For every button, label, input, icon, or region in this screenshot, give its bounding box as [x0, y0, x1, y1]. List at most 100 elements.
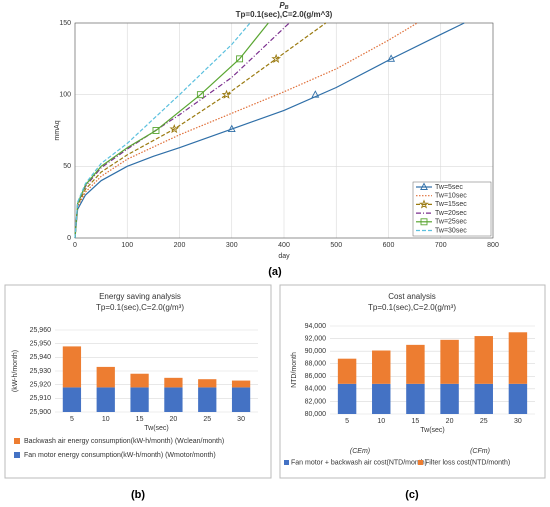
- marker: [221, 89, 232, 99]
- x-tick-label: 25: [480, 418, 488, 425]
- y-tick-label: 0: [67, 235, 71, 242]
- chart-title: P: [279, 1, 285, 10]
- y-tick-label: 82,000: [305, 398, 327, 405]
- y-tick-label: 25,900: [30, 409, 52, 416]
- y-axis-label: (kW-h/month): [12, 350, 19, 392]
- panel-label: (a): [268, 266, 282, 278]
- y-tick-label: 88,000: [305, 361, 327, 368]
- legend-swatch: [284, 460, 289, 465]
- legend-box: [412, 181, 492, 237]
- y-tick-label: 84,000: [305, 386, 327, 393]
- marker: [227, 124, 236, 133]
- x-axis-label: day: [278, 253, 290, 260]
- x-tick-label: 800: [487, 242, 499, 249]
- x-tick-label: 600: [383, 242, 395, 249]
- legend-swatch: [418, 460, 423, 465]
- x-tick-label: 0: [73, 242, 77, 249]
- legend-label: Tw=25sec: [435, 219, 467, 226]
- x-tick-label: 15: [412, 418, 420, 425]
- legend-swatch: [14, 452, 20, 458]
- x-tick-label: 30: [514, 418, 522, 425]
- legend-label: Tw=15sec: [435, 201, 467, 208]
- y-tick-label: 100: [59, 92, 71, 99]
- x-tick-label: 100: [121, 242, 133, 249]
- bar-segment: [62, 387, 82, 412]
- legend-label: Backwash air energy consumption(kW-h/mon…: [24, 438, 224, 445]
- panel-label: (c): [405, 489, 419, 501]
- bar-segment: [372, 383, 391, 414]
- y-tick-label: 25,920: [30, 382, 52, 389]
- annotation: (CEm): [350, 448, 370, 455]
- bar-segment: [198, 379, 217, 388]
- marker: [271, 53, 282, 63]
- marker: [169, 123, 180, 134]
- line: [74, 22, 251, 239]
- x-tick-label: 200: [174, 242, 186, 249]
- x-tick-label: 700: [435, 242, 447, 249]
- bar-segment: [130, 387, 149, 412]
- bar-segment: [508, 332, 528, 384]
- legend-label: Fan motor + backwash air cost(NTD/month): [291, 459, 427, 466]
- bar-segment: [337, 358, 357, 384]
- chart-subtitle: Tp=0.1(sec),C=2.0(g/m³): [96, 303, 184, 312]
- chart-title: PB: [279, 1, 288, 11]
- y-tick-label: 25,930: [30, 368, 52, 375]
- legend-label: Tw=30sec: [435, 227, 467, 234]
- bar-segment: [474, 383, 493, 414]
- bar-segment: [231, 380, 251, 388]
- x-tick-label: 15: [136, 416, 144, 423]
- x-tick-label: 10: [377, 418, 385, 425]
- chart-title: Cost analysis: [388, 292, 436, 301]
- chart-subtitle: Tp=0.1(sec),C=2.0(g/m³): [368, 303, 456, 312]
- bar-segment: [164, 377, 183, 388]
- legend-swatch: [14, 438, 20, 444]
- bar-segment: [198, 387, 217, 412]
- y-axis-label: NTD/month: [291, 352, 298, 388]
- bar-segment: [406, 344, 425, 384]
- x-tick-label: 25: [203, 416, 211, 423]
- legend-label: Tw=20sec: [435, 210, 467, 217]
- chart-subtitle: Tp=0.1(sec),C=2.0(g/m^3): [236, 10, 333, 19]
- bar-segment: [406, 383, 425, 414]
- x-axis-label: Tw(sec): [144, 425, 169, 432]
- y-tick-label: 86,000: [305, 373, 327, 380]
- y-tick-label: 92,000: [305, 335, 327, 342]
- y-tick-label: 25,950: [30, 341, 52, 348]
- line: [74, 22, 269, 239]
- x-tick-label: 5: [70, 416, 74, 423]
- bar-segment: [96, 387, 115, 412]
- x-tick-label: 20: [170, 416, 178, 423]
- bar-segment: [372, 350, 391, 384]
- y-tick-label: 94,000: [305, 323, 327, 330]
- bar-segment: [474, 336, 493, 384]
- annotation: (CFm): [470, 448, 490, 455]
- x-tick-label: 5: [345, 418, 349, 425]
- legend-label: Tw=5sec: [435, 184, 463, 191]
- bar-segment: [62, 346, 82, 388]
- marker: [196, 91, 204, 99]
- legend-label: Filter loss cost(NTD/month): [425, 459, 510, 466]
- line: [74, 22, 418, 239]
- chart-title: Energy saving analysis: [99, 292, 181, 301]
- bar-segment: [164, 387, 183, 412]
- marker: [311, 90, 320, 98]
- x-tick-label: 300: [226, 242, 238, 249]
- bar-segment: [440, 383, 459, 414]
- bar-segment: [508, 383, 528, 414]
- marker: [236, 55, 244, 63]
- bar-segment: [130, 373, 149, 388]
- x-axis-label: Tw(sec): [420, 427, 445, 434]
- legend-label: Fan motor energy consumption(kW-h/month)…: [24, 452, 216, 459]
- marker: [420, 218, 428, 226]
- bar-segment: [231, 387, 251, 412]
- panel-frame: [279, 284, 546, 479]
- bar-segment: [440, 339, 459, 384]
- x-tick-label: 10: [102, 416, 110, 423]
- y-tick-label: 25,940: [30, 354, 52, 361]
- marker: [152, 127, 160, 134]
- x-tick-label: 20: [446, 418, 454, 425]
- line: [74, 22, 327, 239]
- legend-label: Tw=10sec: [435, 193, 467, 200]
